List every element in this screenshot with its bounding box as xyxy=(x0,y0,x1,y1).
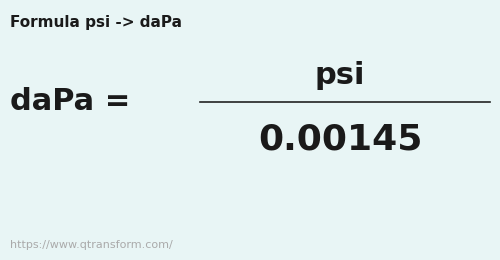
Text: daPa =: daPa = xyxy=(10,88,130,116)
Text: https://www.qtransform.com/: https://www.qtransform.com/ xyxy=(10,240,173,250)
Text: 0.00145: 0.00145 xyxy=(258,123,422,157)
Text: Formula psi -> daPa: Formula psi -> daPa xyxy=(10,15,182,30)
Text: psi: psi xyxy=(315,61,365,89)
